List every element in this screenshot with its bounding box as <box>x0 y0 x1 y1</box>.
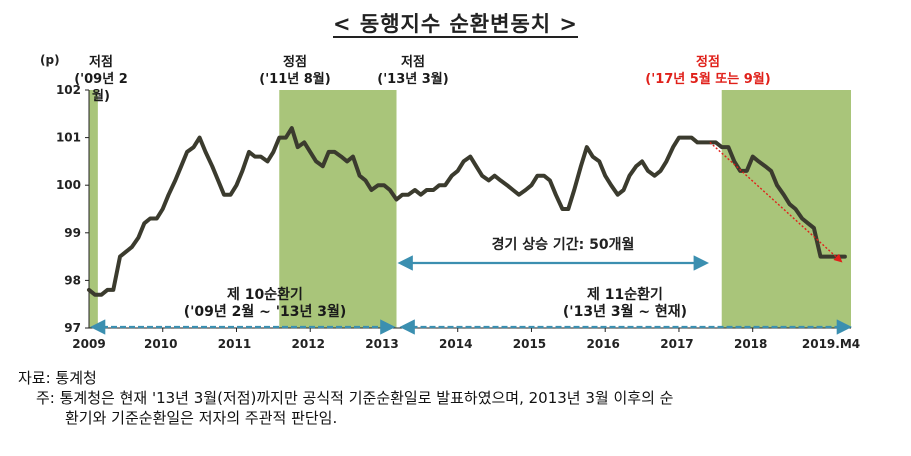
x-tick-label-2015: 2015 <box>513 337 546 351</box>
y-tick-label-98: 98 <box>64 273 81 287</box>
chart-canvas: 97 98 99 100 101 102 (p) 2009 2010 2011 2012 2013 20… <box>40 53 860 351</box>
x-tick-label-2018: 2018 <box>734 337 767 351</box>
y-tick-label-101: 101 <box>56 131 81 145</box>
y-unit-label: (p) <box>40 53 60 67</box>
chart-title: < 동행지수 순환변동치 > <box>332 12 578 38</box>
x-tick-label-2014: 2014 <box>439 337 472 351</box>
cycle-11-label: 제 11순환기 ('13년 3월 ~ 현재) <box>530 287 720 321</box>
annotation-peak-2017-label: 정점 <box>696 55 720 70</box>
cycle-11-name: 제 11순환기 <box>587 287 663 303</box>
annotation-trough-2009-date: ('09년 2월) <box>74 72 128 104</box>
footnote-line-1: 주: 통계청은 현재 '13년 3월(저점)까지만 공식적 기준순환일로 발표하… <box>36 389 674 407</box>
x-tick-label-2013: 2013 <box>365 337 398 351</box>
x-tick-label-2017: 2017 <box>660 337 693 351</box>
x-tick-label-2011: 2011 <box>218 337 251 351</box>
trend-line <box>709 141 843 263</box>
x-tick-label-2012: 2012 <box>292 337 325 351</box>
cycle-10-name: 제 10순환기 <box>227 287 303 303</box>
shaded-period-0 <box>89 90 98 328</box>
annotation-peak-2011-date: ('11년 8월) <box>259 72 331 87</box>
x-tick-label-2016: 2016 <box>587 337 620 351</box>
annotation-peak-2017-date: ('17년 5월 또는 9월) <box>645 72 771 87</box>
cycle-10-label: 제 10순환기 ('09년 2월 ~ '13년 3월) <box>165 287 365 321</box>
y-tick-label-99: 99 <box>64 226 81 240</box>
y-tick-label-97: 97 <box>64 321 81 335</box>
x-tick-label-2010: 2010 <box>144 337 177 351</box>
cycle-10-range: ('09년 2월 ~ '13년 3월) <box>183 304 347 320</box>
x-tick-label-2019.M4: 2019.M4 <box>802 337 860 351</box>
series-line-0 <box>87 126 847 297</box>
annotation-trough-2009: 저점 ('09년 2월) <box>66 54 136 105</box>
source-note: 자료: 통계청 <box>18 369 97 387</box>
annotation-peak-2011-label: 정점 <box>283 55 307 70</box>
shaded-period-1 <box>279 90 397 328</box>
annotation-peak-2011: 정점 ('11년 8월) <box>250 54 340 88</box>
y-tick-label-102: 102 <box>56 83 81 97</box>
x-tick-label-2009: 2009 <box>72 337 105 351</box>
expansion-label: 경기 상승 기간: 50개월 <box>491 237 635 253</box>
shaded-period-2 <box>721 90 851 328</box>
annotation-trough-2013: 저점 ('13년 3월) <box>368 54 458 88</box>
notes-block: 자료: 통계청 주: 통계청은 현재 '13년 3월(저점)까지만 공식적 기준… <box>18 368 673 428</box>
annotation-trough-2013-date: ('13년 3월) <box>377 72 449 87</box>
cycle-11-range: ('13년 3월 ~ 현재) <box>562 304 688 320</box>
footnote-line-2: 환기와 기준순환일은 저자의 주관적 판단임. <box>65 409 338 427</box>
y-tick-label-100: 100 <box>56 178 81 192</box>
annotation-peak-2017: 정점 ('17년 5월 또는 9월) <box>618 54 798 88</box>
annotation-trough-2013-label: 저점 <box>401 55 425 70</box>
annotation-trough-2009-label: 저점 <box>89 55 113 70</box>
